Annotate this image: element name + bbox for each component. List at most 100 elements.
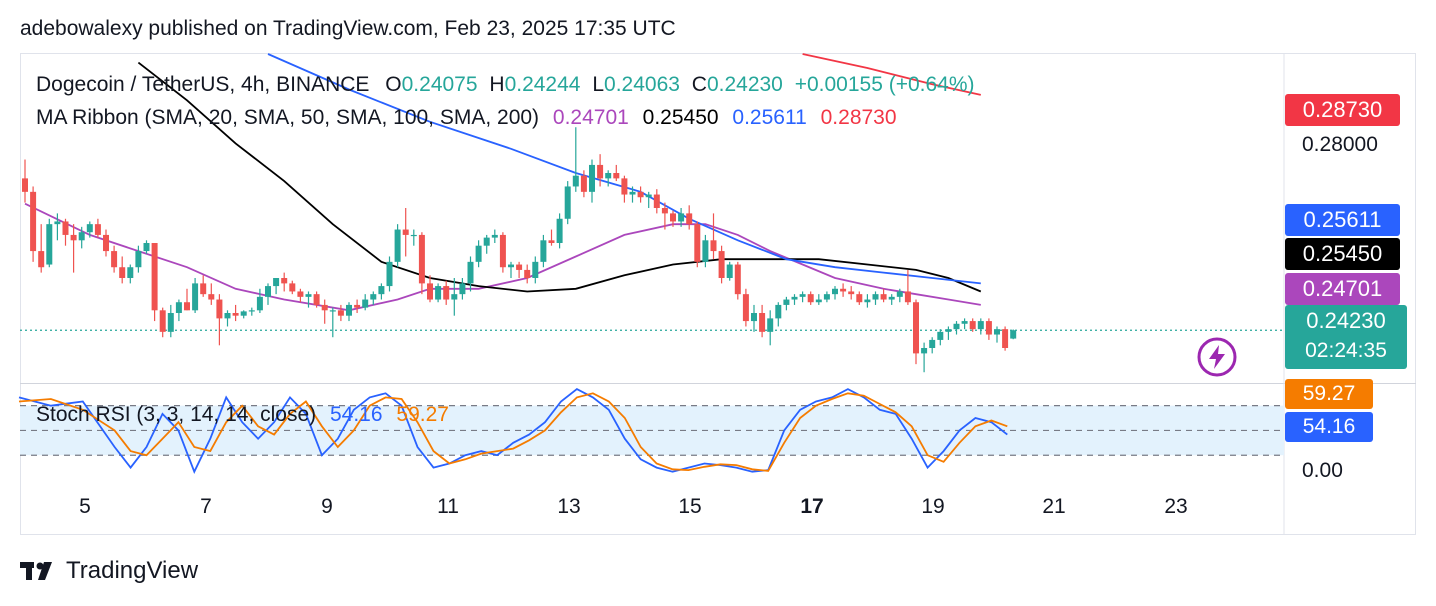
stoch-k-line — [18, 388, 1008, 474]
candle-body — [135, 251, 142, 268]
candle-body — [994, 329, 1000, 335]
candle-body — [192, 283, 199, 311]
candle — [759, 304, 766, 338]
close-label: C — [691, 73, 707, 96]
candle-body — [1002, 329, 1009, 348]
candle-body — [686, 213, 693, 225]
candle-body — [540, 240, 547, 262]
candle-body — [321, 304, 328, 311]
symbol-legend: Dogecoin / TetherUS, 4h, BINANCE O0.2407… — [36, 73, 975, 97]
candle — [70, 224, 77, 273]
candle — [54, 213, 61, 241]
candle-body — [678, 213, 685, 222]
candle — [742, 288, 749, 327]
candle-body — [937, 331, 944, 340]
candle — [524, 264, 531, 284]
candle — [508, 261, 514, 278]
candle-body — [645, 194, 652, 198]
candle — [184, 288, 190, 311]
candle-body — [840, 288, 847, 292]
candle — [62, 218, 69, 246]
ma20-price-badge: 0.24701 — [1285, 273, 1400, 305]
candle — [475, 240, 482, 268]
candle-body — [823, 294, 830, 300]
candle-body — [346, 304, 352, 316]
candle — [678, 208, 685, 227]
ma20-line — [24, 202, 981, 312]
candle — [953, 321, 960, 335]
candle-body — [977, 321, 984, 330]
candle — [937, 329, 944, 346]
candle-body — [580, 175, 587, 192]
candle-body — [524, 269, 531, 278]
candle — [572, 127, 579, 192]
candle — [386, 256, 393, 292]
x-tick-label: 21 — [1042, 495, 1066, 518]
low-label: L — [592, 73, 605, 96]
candle-body — [402, 229, 409, 235]
candle-body — [783, 299, 790, 305]
chart-frame — [20, 53, 1416, 535]
stoch-rsi-legend: Stoch RSI (3, 3, 14, 14, close) 54.16 59… — [36, 403, 449, 427]
candle — [143, 240, 150, 254]
candle-body — [726, 264, 733, 278]
candle — [394, 224, 401, 268]
candle — [46, 218, 53, 268]
candle — [499, 232, 506, 273]
candle-body — [710, 240, 717, 252]
stoch-d-line — [18, 392, 1008, 472]
candle — [410, 229, 417, 246]
candle — [232, 304, 239, 322]
candle — [832, 286, 838, 300]
candle-body — [256, 296, 263, 311]
candle — [1002, 326, 1009, 351]
candle — [605, 170, 612, 187]
candle — [119, 256, 126, 284]
x-tick-label: 19 — [921, 495, 945, 518]
ma-ribbon-label: MA Ribbon (SMA, 20, SMA, 50, SMA, 100, S… — [36, 106, 540, 129]
candle-body — [159, 310, 166, 332]
stoch-rsi-label: Stoch RSI (3, 3, 14, 14, close) — [36, 403, 317, 426]
candle — [661, 202, 668, 230]
candle — [840, 283, 847, 297]
candle-body — [200, 283, 207, 295]
candle-body — [969, 321, 976, 330]
candle — [767, 310, 774, 346]
candle — [864, 294, 871, 308]
candle-body — [953, 323, 960, 330]
candle — [645, 191, 652, 208]
candle — [135, 245, 142, 273]
candle-body — [418, 234, 425, 284]
candle — [289, 280, 296, 295]
ma200-line — [802, 53, 981, 96]
candle-body — [896, 291, 903, 297]
stoch-band — [20, 405, 1284, 456]
last-price-value: 0.24230 — [1306, 308, 1386, 333]
tradingview-brand[interactable]: TradingView — [20, 557, 198, 585]
x-tick-label: 5 — [79, 495, 91, 518]
candle-body — [985, 321, 992, 335]
candle-body — [848, 291, 855, 295]
candle — [127, 264, 134, 284]
candle — [589, 159, 595, 203]
candle-body — [815, 299, 822, 303]
candle — [321, 299, 328, 324]
candle-body — [621, 178, 628, 195]
candle-body — [775, 304, 782, 319]
candle — [22, 159, 28, 203]
candle — [945, 326, 952, 340]
candle-body — [508, 264, 514, 268]
candle — [297, 288, 304, 303]
candle — [329, 307, 336, 338]
candle-body — [459, 283, 466, 295]
candle-body — [224, 313, 231, 319]
candle — [491, 229, 498, 243]
candle — [516, 261, 523, 278]
candle — [629, 186, 636, 203]
lightning-icon[interactable] — [1197, 337, 1237, 377]
candle-body — [475, 245, 482, 262]
candle — [929, 337, 936, 354]
candle-body — [629, 191, 636, 195]
candle — [443, 280, 450, 305]
